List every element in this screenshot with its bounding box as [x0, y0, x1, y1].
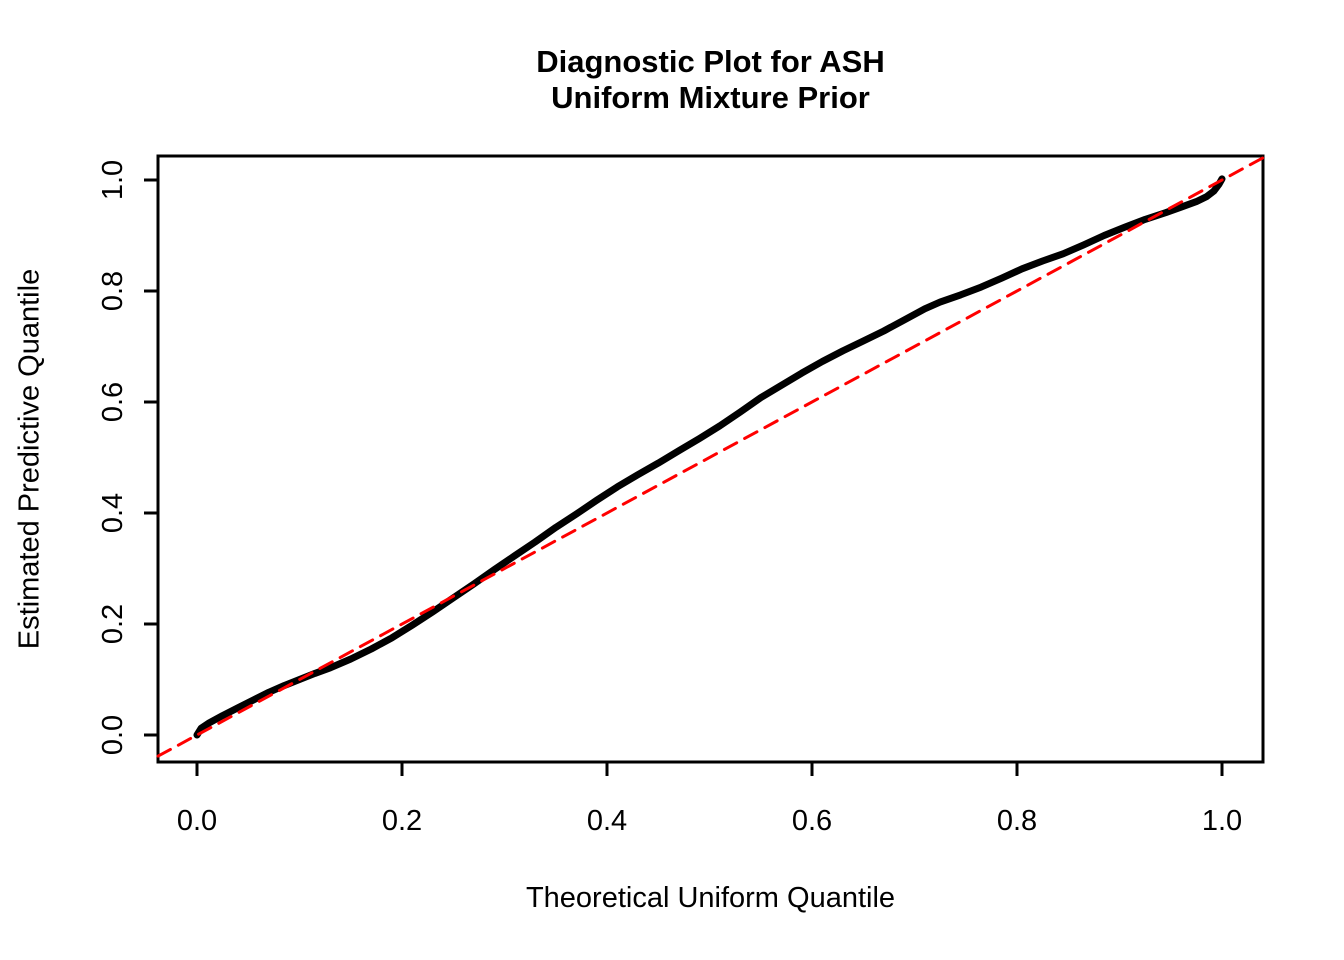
identity-reference-line [156, 154, 1268, 758]
plot-title: Diagnostic Plot for ASH Uniform Mixture … [158, 44, 1263, 116]
y-axis-tick-label: 0.4 [97, 493, 129, 533]
y-axis-tick-label: 1.0 [97, 160, 129, 200]
y-axis-tick-label: 0.2 [97, 604, 129, 644]
x-axis-tick-label: 0.8 [997, 805, 1037, 837]
plot-box [156, 154, 1265, 764]
x-axis-tick-label: 0.0 [177, 805, 217, 837]
x-axis-tick-label: 0.4 [587, 805, 627, 837]
x-axis-label: Theoretical Uniform Quantile [525, 882, 896, 914]
plot-title-line-2: Uniform Mixture Prior [551, 80, 870, 115]
y-axis-tick-label: 0.8 [97, 271, 129, 311]
y-axis-tick-label: 0.0 [97, 715, 129, 755]
x-axis-tick-label: 0.6 [792, 805, 832, 837]
estimated-predictive-quantile-curve [193, 175, 1226, 739]
plot-title-line-1: Diagnostic Plot for ASH [536, 44, 885, 79]
x-axis-tick-label: 1.0 [1202, 805, 1242, 837]
y-axis-tick-label: 0.6 [97, 382, 129, 422]
y-axis-label: Estimated Predictive Quantile [13, 268, 46, 650]
x-axis-tick-label: 0.2 [382, 805, 422, 837]
